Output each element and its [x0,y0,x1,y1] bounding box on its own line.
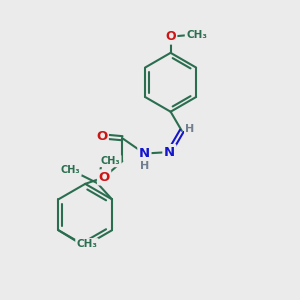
Text: O: O [98,171,110,184]
Text: CH₃: CH₃ [101,156,120,166]
Text: CH₃: CH₃ [61,165,81,175]
Text: H: H [185,124,195,134]
Text: CH₃: CH₃ [76,239,98,249]
Text: O: O [165,30,176,43]
Text: CH₃: CH₃ [186,30,207,40]
Text: O: O [96,130,107,143]
Text: H: H [140,161,149,171]
Text: N: N [139,147,150,160]
Text: N: N [164,146,175,159]
